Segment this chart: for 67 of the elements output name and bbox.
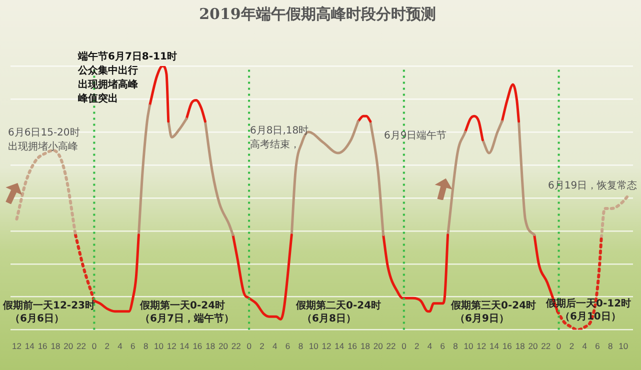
annotation: （6月8日） [302, 314, 356, 325]
annotation: 出现拥堵高峰 [78, 78, 139, 91]
x-tick-label: 16 [348, 341, 358, 352]
x-tick-label: 0 [246, 341, 252, 352]
x-tick-label: 16 [192, 341, 202, 352]
x-tick-label: 10 [618, 341, 628, 352]
x-tick-label: 20 [373, 341, 384, 352]
x-tick-label: 16 [38, 341, 48, 352]
x-tick-label: 10 [154, 341, 164, 352]
text: 端午节6月7日8-11时 [77, 50, 177, 63]
x-tick-label: 8 [453, 341, 458, 352]
x-tick-label: 6 [595, 341, 600, 352]
x-tick-label: 14 [24, 341, 35, 352]
x-tick-label: 0 [402, 341, 407, 352]
x-tick-label: 2 [414, 341, 420, 352]
x-tick-label: 18 [50, 341, 60, 352]
annotation: 高考结束， [250, 138, 300, 151]
x-tick-label: 14 [180, 341, 190, 352]
x-tick-label: 2 [569, 341, 574, 352]
x-tick-label: 0 [92, 341, 97, 352]
annotation: 假期前一天12-23时 [2, 300, 95, 312]
x-tick-label: 14 [334, 341, 344, 352]
chart-title: 2019年端午假期高峰时段分时预测 [199, 4, 436, 23]
x-tick-label: 2 [104, 341, 110, 352]
x-tick-label: 6 [440, 341, 446, 352]
x-tick-label: 22 [231, 341, 242, 352]
x-tick-label: 18 [360, 341, 370, 352]
annotation: 公众集中出行 [77, 64, 138, 77]
annotation: （6月6日） [10, 314, 64, 325]
x-tick-label: 8 [143, 341, 148, 352]
x-tick-label: 22 [541, 341, 551, 352]
x-tick-label: 12 [322, 341, 332, 352]
x-tick-label: 20 [218, 341, 228, 352]
x-tick-label: 8 [608, 341, 614, 352]
annotation: 假期第二天0-24时 [295, 300, 382, 312]
annotation: 6月8日,18时 [250, 124, 309, 137]
x-tick-label: 8 [298, 341, 304, 352]
x-tick-label: 4 [272, 341, 278, 352]
x-tick-label: 18 [515, 341, 526, 352]
x-tick-label: 12 [12, 341, 22, 352]
x-tick-label: 4 [582, 341, 588, 352]
x-tick-label: 0 [556, 341, 562, 352]
annotation: （6月7日，端午节） [140, 312, 234, 325]
x-tick-label: 16 [502, 341, 512, 352]
x-tick-label: 14 [490, 341, 500, 352]
x-tick-label: 6 [285, 341, 290, 352]
x-tick-label: 4 [427, 341, 432, 352]
annotation: 峰值突出 [78, 92, 118, 105]
annotation: 6月6日15-20时 [8, 126, 80, 139]
x-tick-label: 22 [76, 341, 86, 352]
annotation: 出现拥堵小高峰 [8, 140, 78, 153]
x-tick-label: 4 [118, 341, 123, 352]
x-tick-label: 12 [166, 341, 177, 352]
x-tick-label: 18 [206, 341, 216, 352]
x-tick-label: 12 [476, 341, 486, 352]
annotation: 6月19日，恢复常态 [548, 180, 638, 192]
x-tick-label: 20 [528, 341, 538, 352]
x-tick-label: 10 [308, 341, 319, 352]
annotation: 假期第三天0-24时 [450, 300, 536, 312]
x-tick-label: 6 [130, 341, 136, 352]
x-tick-label: 2 [260, 341, 265, 352]
annotation: 假期第一天0-24时 [139, 300, 226, 312]
annotation: （6月9日） [455, 314, 509, 325]
x-tick-label: 22 [386, 341, 396, 352]
annotation: 6月9日端午节 [384, 130, 447, 142]
x-tick-label: 10 [464, 341, 474, 352]
x-tick-label: 20 [64, 341, 74, 352]
